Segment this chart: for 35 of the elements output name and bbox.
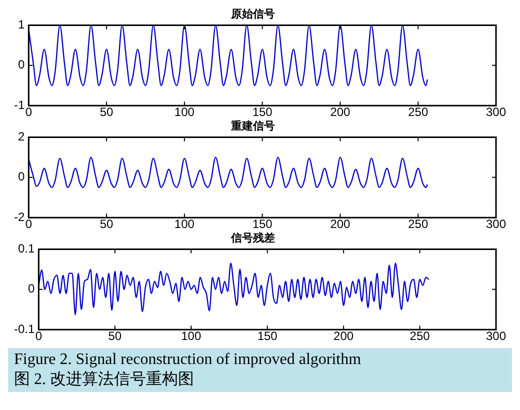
x-tick-label: 150 — [257, 329, 278, 344]
x-tick-label: 200 — [330, 105, 351, 120]
y-tick-label: 0 — [28, 282, 35, 296]
chart-title: 重建信号 — [230, 120, 275, 133]
x-tick-label: 50 — [100, 217, 114, 232]
chart-title: 原始信号 — [230, 8, 275, 21]
y-tick-label: 0.1 — [18, 242, 35, 256]
y-tick-label: -0.1 — [14, 322, 35, 336]
x-tick-label: 150 — [252, 105, 273, 120]
x-tick-label: 200 — [334, 329, 354, 344]
caption: 图 2. 改进算法信号重构图 — [14, 370, 195, 390]
y-tick-label: -1 — [14, 98, 25, 112]
caption: Figure 2. Signal reconstruction of improved algorithm — [14, 350, 362, 370]
x-tick-label: 100 — [174, 217, 195, 232]
line-series — [28, 156, 428, 188]
x-tick-label: 100 — [174, 105, 195, 120]
x-tick-label: 300 — [486, 105, 506, 120]
line-series — [38, 262, 430, 316]
chart-title: 信号残差 — [230, 232, 275, 245]
x-tick-label: 100 — [181, 329, 202, 344]
x-tick-label: 250 — [408, 105, 428, 120]
x-tick-label: 50 — [108, 329, 122, 344]
y-tick-label: 0 — [18, 170, 25, 184]
x-tick-label: 200 — [330, 217, 351, 232]
line-series — [28, 25, 428, 86]
y-tick-label: 2 — [18, 130, 25, 144]
x-tick-label: 250 — [410, 329, 430, 344]
x-tick-label: 50 — [100, 105, 114, 120]
y-tick-label: -2 — [14, 210, 25, 224]
x-tick-label: 300 — [486, 329, 506, 344]
x-tick-label: 150 — [252, 217, 273, 232]
y-tick-label: 1 — [18, 18, 25, 32]
y-tick-label: 0 — [18, 58, 25, 72]
x-tick-label: 250 — [408, 217, 428, 232]
x-tick-label: 300 — [486, 217, 506, 232]
